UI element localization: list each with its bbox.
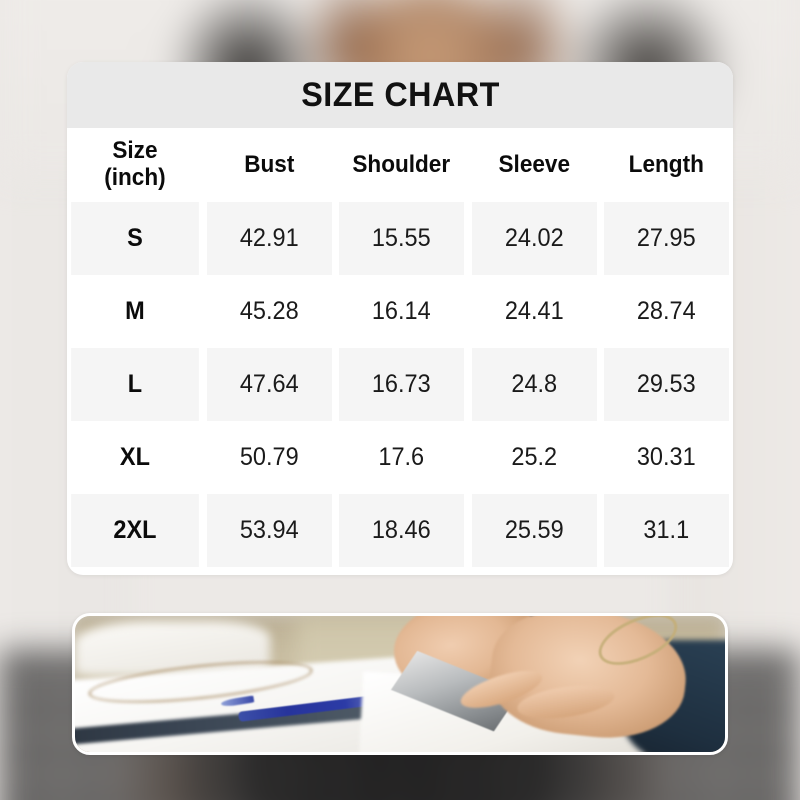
size-chart-card: SIZE CHART Size (inch) Bust Shoulder Sle… — [67, 62, 733, 575]
size-chart-table: Size (inch) Bust Shoulder Sleeve Length … — [67, 128, 733, 567]
cell-bust: 47.64 — [206, 348, 332, 421]
fabric-cutting-photo — [72, 613, 728, 755]
column-header-size-unit: (inch) — [104, 164, 166, 191]
table-row: 2XL 53.94 18.46 25.59 31.1 — [67, 494, 733, 567]
cell-bust: 53.94 — [206, 494, 332, 567]
cell-length: 28.74 — [604, 275, 730, 348]
photo-fabric-stack — [75, 621, 270, 676]
cell-sleeve: 24.41 — [471, 275, 597, 348]
cell-length: 30.31 — [604, 421, 730, 494]
cell-sleeve: 24.02 — [471, 202, 597, 275]
table-row: L 47.64 16.73 24.8 29.53 — [67, 348, 733, 421]
cell-sleeve: 24.8 — [471, 348, 597, 421]
column-header-length: Length — [604, 128, 730, 202]
table-row: XL 50.79 17.6 25.2 30.31 — [67, 421, 733, 494]
cell-bust: 50.79 — [206, 421, 332, 494]
column-header-sleeve: Sleeve — [471, 128, 597, 202]
table-row: M 45.28 16.14 24.41 28.74 — [67, 275, 733, 348]
cell-shoulder: 18.46 — [339, 494, 464, 567]
table-header-row: Size (inch) Bust Shoulder Sleeve Length — [67, 128, 733, 202]
cell-shoulder: 15.55 — [339, 202, 464, 275]
cell-size: L — [71, 348, 199, 421]
page-title: SIZE CHART — [300, 75, 500, 114]
cell-shoulder: 16.14 — [339, 275, 464, 348]
cell-shoulder: 17.6 — [339, 421, 464, 494]
cell-bust: 42.91 — [206, 202, 332, 275]
cell-length: 27.95 — [604, 202, 730, 275]
cell-length: 31.1 — [604, 494, 730, 567]
cell-size: S — [71, 202, 199, 275]
photo-scene — [75, 616, 725, 752]
cell-sleeve: 25.59 — [471, 494, 597, 567]
cell-shoulder: 16.73 — [339, 348, 464, 421]
title-band: SIZE CHART — [67, 62, 733, 128]
cell-sleeve: 25.2 — [471, 421, 597, 494]
column-header-shoulder: Shoulder — [339, 128, 464, 202]
cell-bust: 45.28 — [206, 275, 332, 348]
column-header-size-main: Size — [112, 137, 158, 165]
cell-size: M — [71, 275, 199, 348]
cell-size: 2XL — [71, 494, 199, 567]
column-header-size: Size (inch) — [71, 128, 199, 202]
table-row: S 42.91 15.55 24.02 27.95 — [67, 202, 733, 275]
column-header-bust: Bust — [206, 128, 332, 202]
cell-length: 29.53 — [604, 348, 730, 421]
cell-size: XL — [71, 421, 199, 494]
